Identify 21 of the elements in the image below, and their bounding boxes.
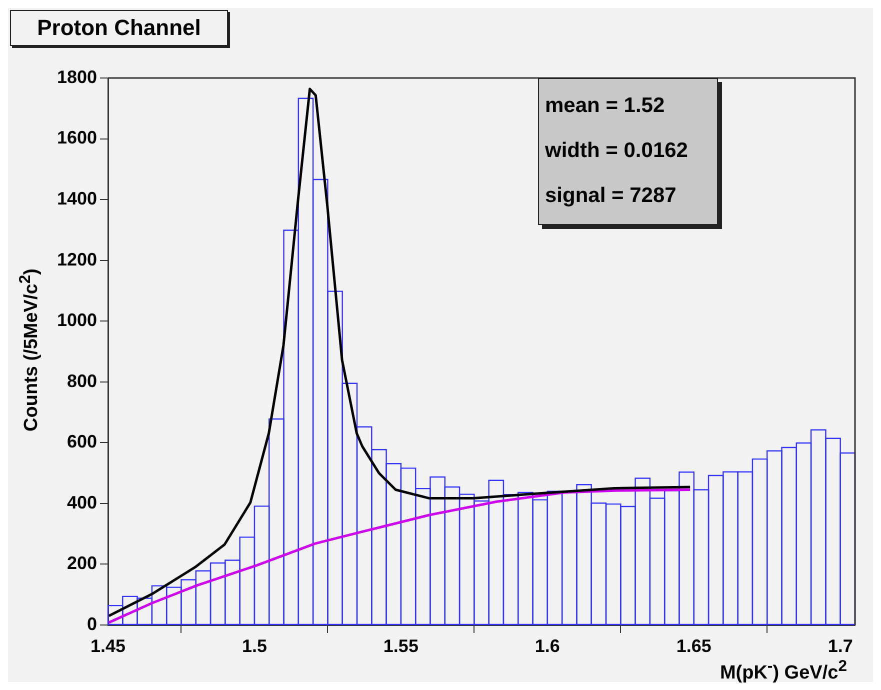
y-tick-label: 1800 [56, 66, 97, 87]
x-tick-label: 1.65 [676, 636, 712, 656]
y-tick-label: 200 [66, 553, 97, 574]
y-tick-label: 0 [86, 614, 97, 634]
annotation: signal = 7287 [545, 183, 678, 209]
x-axis-title: M(pK$^{-}$) GeV/c$^{2}$ [720, 658, 847, 684]
x-tick-label: 1.5 [242, 636, 267, 656]
y-tick-label: 1400 [56, 188, 97, 209]
x-tick-label: 1.7 [828, 636, 853, 656]
x-tick-label: 1.6 [534, 636, 560, 656]
chart-title: Proton Channel [10, 10, 228, 46]
y-tick-label: 800 [66, 370, 97, 391]
y-tick-label: 1000 [56, 310, 97, 330]
x-tick-label: 1.55 [383, 636, 418, 656]
y-tick-label: 1200 [56, 249, 97, 270]
y-tick-label: 400 [66, 492, 97, 512]
annotation: width = 0.0162 [545, 138, 689, 164]
y-tick-label: 600 [66, 432, 97, 452]
x-tick-label: 1.45 [90, 636, 126, 656]
annotation: mean = 1.52 [545, 93, 666, 119]
y-tick-label: 1600 [56, 128, 97, 148]
